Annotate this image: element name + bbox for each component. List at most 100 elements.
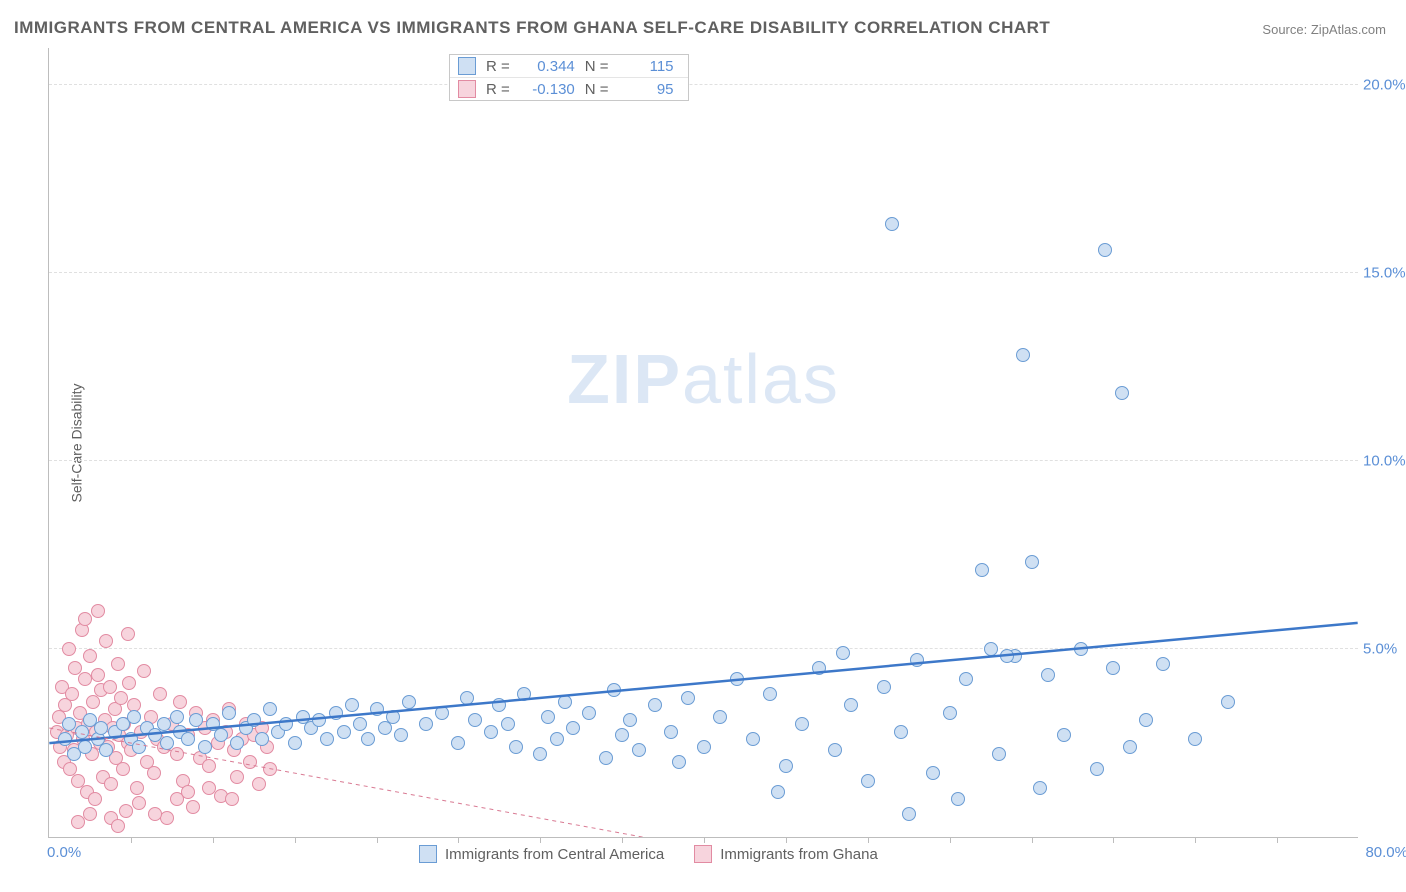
scatter-point	[147, 766, 161, 780]
scatter-point	[88, 792, 102, 806]
scatter-point	[353, 717, 367, 731]
scatter-point	[181, 732, 195, 746]
r-label-a: R =	[486, 58, 510, 75]
x-axis-min-label: 0.0%	[47, 844, 81, 861]
scatter-point	[648, 698, 662, 712]
x-tick-mark	[950, 837, 951, 843]
scatter-point	[83, 807, 97, 821]
scatter-point	[468, 713, 482, 727]
scatter-point	[550, 732, 564, 746]
scatter-point	[370, 702, 384, 716]
x-tick-mark	[1195, 837, 1196, 843]
scatter-point	[329, 706, 343, 720]
x-tick-mark	[786, 837, 787, 843]
scatter-point	[130, 781, 144, 795]
stats-row-series-a: R = 0.344 N = 115	[450, 55, 688, 78]
scatter-point	[62, 642, 76, 656]
scatter-point	[202, 781, 216, 795]
scatter-point	[828, 743, 842, 757]
scatter-point	[116, 762, 130, 776]
scatter-point	[83, 649, 97, 663]
scatter-point	[599, 751, 613, 765]
scatter-point	[902, 807, 916, 821]
scatter-point	[419, 717, 433, 731]
scatter-point	[263, 702, 277, 716]
scatter-point	[1106, 661, 1120, 675]
scatter-point	[132, 796, 146, 810]
scatter-point	[885, 217, 899, 231]
scatter-point	[99, 743, 113, 757]
scatter-point	[202, 759, 216, 773]
scatter-point	[173, 695, 187, 709]
scatter-point	[451, 736, 465, 750]
scatter-point	[763, 687, 777, 701]
legend-swatch-b	[694, 845, 712, 863]
legend-label-b: Immigrants from Ghana	[720, 846, 878, 863]
y-tick-label: 5.0%	[1363, 640, 1406, 657]
scatter-point	[984, 642, 998, 656]
scatter-point	[91, 604, 105, 618]
swatch-series-a	[458, 57, 476, 75]
scatter-point	[836, 646, 850, 660]
scatter-point	[509, 740, 523, 754]
n-label-a: N =	[585, 58, 609, 75]
n-value-a: 115	[619, 58, 674, 75]
chart-container: IMMIGRANTS FROM CENTRAL AMERICA VS IMMIG…	[0, 0, 1406, 892]
y-tick-label: 15.0%	[1363, 264, 1406, 281]
source-label: Source:	[1262, 22, 1307, 37]
scatter-point	[533, 747, 547, 761]
scatter-point	[672, 755, 686, 769]
scatter-point	[1000, 649, 1014, 663]
legend-item-a: Immigrants from Central America	[419, 845, 664, 863]
scatter-point	[186, 800, 200, 814]
scatter-point	[1041, 668, 1055, 682]
r-label-b: R =	[486, 81, 510, 98]
scatter-point	[959, 672, 973, 686]
scatter-point	[122, 676, 136, 690]
scatter-point	[943, 706, 957, 720]
scatter-point	[121, 627, 135, 641]
gridline	[49, 84, 1358, 85]
legend-swatch-a	[419, 845, 437, 863]
x-tick-mark	[704, 837, 705, 843]
scatter-point	[255, 732, 269, 746]
scatter-point	[992, 747, 1006, 761]
x-tick-mark	[458, 837, 459, 843]
scatter-point	[394, 728, 408, 742]
legend-item-b: Immigrants from Ghana	[694, 845, 878, 863]
scatter-point	[263, 762, 277, 776]
scatter-point	[623, 713, 637, 727]
scatter-point	[222, 706, 236, 720]
stats-row-series-b: R = -0.130 N = 95	[450, 78, 688, 100]
scatter-point	[1074, 642, 1088, 656]
scatter-point	[582, 706, 596, 720]
legend-label-a: Immigrants from Central America	[445, 846, 664, 863]
y-axis-label: Self-Care Disability	[69, 383, 85, 502]
scatter-point	[746, 732, 760, 746]
x-tick-mark	[1032, 837, 1033, 843]
scatter-point	[114, 691, 128, 705]
scatter-point	[771, 785, 785, 799]
x-tick-mark	[1277, 837, 1278, 843]
gridline	[49, 460, 1358, 461]
scatter-point	[861, 774, 875, 788]
scatter-point	[664, 725, 678, 739]
scatter-point	[189, 713, 203, 727]
scatter-point	[566, 721, 580, 735]
scatter-point	[607, 683, 621, 697]
scatter-point	[94, 721, 108, 735]
scatter-point	[501, 717, 515, 731]
scatter-point	[1025, 555, 1039, 569]
x-tick-mark	[868, 837, 869, 843]
gridline	[49, 272, 1358, 273]
scatter-point	[541, 710, 555, 724]
scatter-point	[951, 792, 965, 806]
scatter-point	[225, 792, 239, 806]
x-axis-max-label: 80.0%	[1365, 844, 1406, 861]
scatter-point	[1221, 695, 1235, 709]
scatter-point	[435, 706, 449, 720]
scatter-point	[160, 736, 174, 750]
scatter-point	[795, 717, 809, 731]
chart-title: IMMIGRANTS FROM CENTRAL AMERICA VS IMMIG…	[14, 18, 1050, 38]
scatter-point	[78, 740, 92, 754]
